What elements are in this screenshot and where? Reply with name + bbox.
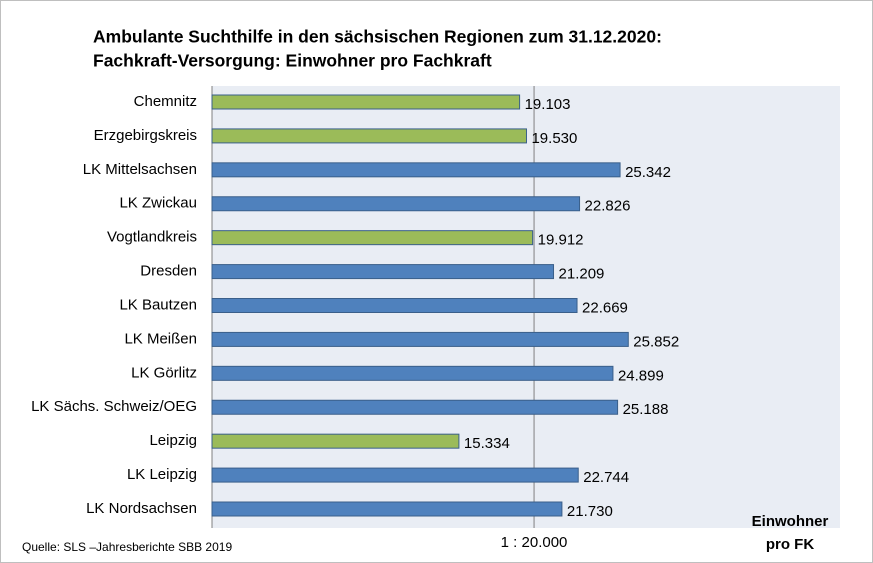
x-tick-label: 1 : 20.000: [501, 534, 568, 551]
value-label: 25.188: [623, 401, 669, 418]
category-label: LK Zwickau: [119, 195, 197, 212]
chart-subtitle: Fachkraft-Versorgung: Einwohner pro Fach…: [93, 51, 492, 71]
source: Quelle: SLS –Jahresberichte SBB 2019: [22, 540, 232, 554]
value-label: 19.530: [531, 130, 577, 147]
value-label: 21.730: [567, 503, 613, 520]
category-label: LK Nordsachsen: [86, 500, 197, 517]
value-label: 22.826: [585, 198, 631, 215]
bar: [211, 331, 629, 347]
category-label: LK Mittelsachsen: [83, 161, 197, 178]
value-label: 15.334: [464, 435, 510, 452]
bar: [211, 230, 534, 246]
bar: [211, 196, 581, 212]
bar: [211, 162, 621, 178]
category-label: Leipzig: [149, 432, 197, 449]
value-label: 25.342: [625, 164, 671, 181]
category-label: LK Meißen: [124, 330, 197, 347]
bar: [211, 94, 521, 110]
chart-title: Ambulante Suchthilfe in den sächsischen …: [93, 27, 662, 47]
value-label: 24.899: [618, 367, 664, 384]
value-label: 21.209: [559, 266, 605, 283]
bar: [211, 501, 563, 517]
value-label: 22.744: [583, 469, 629, 486]
category-label: LK Sächs. Schweiz/OEG: [31, 398, 197, 415]
bar: [211, 399, 619, 415]
value-label: 19.912: [538, 232, 584, 249]
value-label: 22.669: [582, 299, 628, 316]
bar: [211, 298, 578, 313]
bar: [211, 128, 527, 144]
value-label: 19.103: [525, 96, 571, 113]
axis-label: pro FK: [766, 536, 814, 553]
value-label: 25.852: [633, 333, 679, 350]
bar: [211, 433, 460, 449]
category-label: LK Bautzen: [119, 296, 197, 313]
bar: [211, 264, 555, 280]
bar: [211, 467, 579, 483]
category-label: Vogtlandkreis: [107, 229, 197, 246]
category-label: Dresden: [140, 263, 197, 280]
axis-label: Einwohner: [752, 513, 829, 530]
category-label: Erzgebirgskreis: [94, 127, 197, 144]
category-label: LK Görlitz: [131, 364, 197, 381]
category-label: Chemnitz: [134, 93, 197, 110]
category-label: LK Leipzig: [127, 466, 197, 483]
bar: [211, 365, 614, 381]
